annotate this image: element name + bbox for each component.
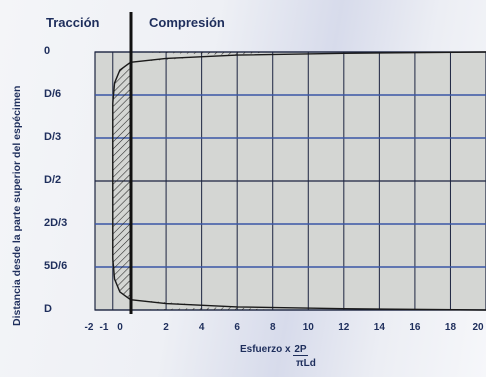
y-tick-label: 2D/3: [44, 217, 68, 229]
y-tick-label: 0: [44, 45, 51, 57]
x-tick-label: 12: [338, 322, 350, 333]
x-tick-label: 6: [234, 322, 240, 333]
x-axis-label: Esfuerzo x 2P: [240, 344, 308, 356]
x-tick-label: 18: [444, 322, 457, 333]
x-axis-label-numerator: 2P: [293, 344, 308, 356]
x-tick-label: 2: [163, 322, 169, 333]
x-tick-label: 10: [302, 322, 314, 333]
x-tick-label: 14: [373, 322, 385, 333]
x-tick-label: 8: [269, 322, 276, 333]
y-tick-label: D/2: [44, 174, 62, 186]
stress-curves: [112, 51, 486, 311]
x-tick-label: 0: [117, 322, 123, 333]
x-tick-label: 20: [472, 322, 484, 333]
stress-curve: [112, 51, 486, 311]
y-tick-label: D: [44, 303, 52, 315]
y-tick-label: D/6: [44, 88, 62, 100]
x-axis-label-prefix: Esfuerzo x: [240, 344, 291, 355]
x-tick-label: 4: [198, 322, 205, 333]
x-tick-label: -1: [99, 322, 109, 333]
compression-label: Compresión: [149, 15, 225, 30]
y-tick-label: D/3: [44, 131, 62, 143]
x-tick-label: -2: [84, 322, 94, 333]
x-axis-label-denominator: πLd: [296, 358, 316, 369]
traction-label: Tracción: [46, 15, 100, 30]
x-tick-label: 16: [409, 322, 421, 333]
y-axis-label: Distancia desde la parte superior del es…: [11, 85, 23, 326]
tension-hatch: [112, 62, 131, 300]
y-tick-label: 5D/6: [44, 260, 68, 272]
